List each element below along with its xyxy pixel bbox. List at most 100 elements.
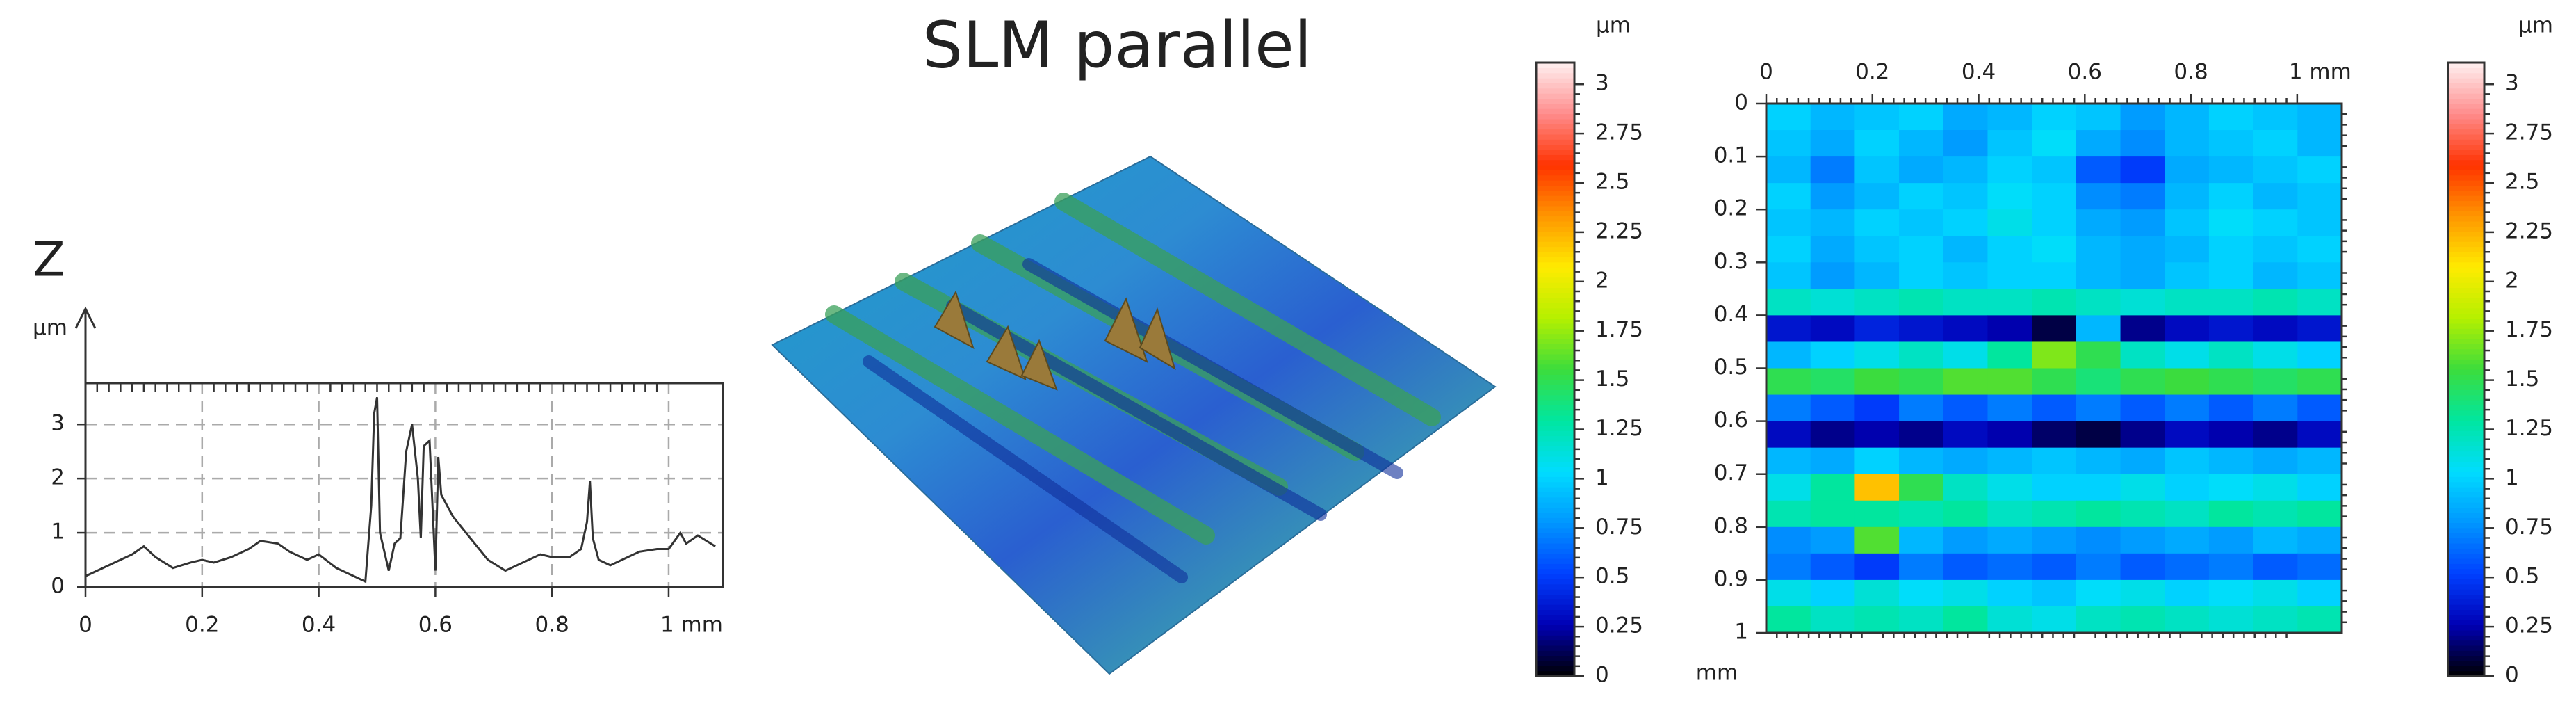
heatmap-cell xyxy=(2076,262,2121,289)
heatmap-cell xyxy=(1854,156,1900,184)
colorbar-tick-label: 1.75 xyxy=(1595,317,1643,342)
heatmap-cell xyxy=(2297,368,2342,396)
colorbar-swatch xyxy=(2448,103,2484,109)
colorbar-swatch xyxy=(1536,359,1574,365)
colorbar-swatch xyxy=(1536,261,1574,268)
colorbar-swatch xyxy=(2448,165,2484,170)
heatmap-cell xyxy=(1943,500,1989,528)
colorbar-swatch xyxy=(2448,492,2484,498)
colorbar-swatch xyxy=(2448,461,2484,467)
colorbar-swatch xyxy=(1536,476,1574,483)
x-tick-label: 0.2 xyxy=(185,613,219,638)
heatmap-cell xyxy=(2165,104,2210,131)
heatmap-cell xyxy=(1810,104,1855,131)
heatmap-cell xyxy=(1987,315,2032,343)
colorbar-swatch xyxy=(1536,134,1574,140)
colorbar-swatch xyxy=(2448,236,2484,242)
colorbar-swatch xyxy=(2448,195,2484,202)
colorbar-swatch xyxy=(2448,83,2484,89)
heatmap-cell xyxy=(1810,579,1855,607)
heatmap-cell xyxy=(2032,606,2077,634)
heatmap-cell xyxy=(2120,368,2165,396)
heatmap-cell xyxy=(1943,315,1989,343)
heatmap-cell xyxy=(1987,421,2032,449)
heatmap-cell xyxy=(1854,104,1900,131)
y-axis-label: Z xyxy=(33,233,65,288)
colorbar-swatch xyxy=(1536,108,1574,115)
heatmap-cell xyxy=(2120,447,2165,475)
heatmap-cell xyxy=(2076,341,2121,369)
heatmap-cell xyxy=(1854,606,1900,634)
colorbar-swatch xyxy=(2448,405,2484,411)
heatmap-cell xyxy=(1854,341,1900,369)
colorbar-swatch xyxy=(1536,333,1574,339)
heatmap-cell xyxy=(2208,341,2254,369)
heatmap-cell xyxy=(2253,104,2298,131)
colorbar-swatch xyxy=(2448,93,2484,99)
colorbar-swatch xyxy=(1536,379,1574,385)
heatmap-cell xyxy=(1810,289,1855,316)
colorbar-swatch xyxy=(2448,635,2484,641)
colorbar: 0 0.25 0.5 0.75 1 1.25 1.5 1.75 2 2.25 2.5 2.75 3 xyxy=(1535,61,1643,688)
colorbar-swatch xyxy=(1536,420,1574,426)
colorbar-swatch xyxy=(1536,88,1574,94)
colorbar-swatch xyxy=(2448,216,2484,222)
x-tick-label: 1 mm xyxy=(660,613,723,638)
colorbar-swatch xyxy=(1536,282,1574,288)
colorbar-swatch xyxy=(2448,614,2484,620)
colorbar-swatch xyxy=(1536,313,1574,319)
heatmap-cell xyxy=(1810,236,1855,263)
heatmap-cell xyxy=(1943,341,1989,369)
colorbar-swatch xyxy=(2448,620,2484,626)
colorbar-swatch xyxy=(2448,338,2484,344)
colorbar-swatch xyxy=(1536,461,1574,467)
heatmap-cell xyxy=(2297,262,2342,289)
colorbar-swatch xyxy=(1536,410,1574,416)
colorbar-swatch xyxy=(1536,640,1574,646)
heatmap-cell xyxy=(2297,315,2342,343)
heatmap-cell xyxy=(2208,606,2254,634)
colorbar-swatch xyxy=(1536,175,1574,181)
colorbar-swatch xyxy=(2448,476,2484,483)
heatmap-cell xyxy=(2165,183,2210,210)
heatmap-cell xyxy=(2032,474,2077,501)
y-tick-label: 0.9 xyxy=(1714,566,1748,591)
colorbar-swatch xyxy=(2448,369,2484,375)
heatmap-cell xyxy=(2165,236,2210,263)
heatmap-cell xyxy=(1899,474,1944,501)
colorbar-swatch xyxy=(2448,129,2484,135)
heatmap-cell xyxy=(2076,553,2121,581)
heatmap-cell xyxy=(2076,130,2121,157)
heatmap-cell xyxy=(1810,553,1855,581)
heatmap-cell xyxy=(1987,447,2032,475)
colorbar-swatch xyxy=(2448,655,2484,661)
colorbar-swatch xyxy=(2448,385,2484,390)
colorbar-swatch xyxy=(2448,303,2484,309)
heatmap-cell xyxy=(1943,526,1989,554)
heatmap-cell xyxy=(2297,474,2342,501)
heatmap-cell xyxy=(2208,236,2254,263)
colorbar-swatch xyxy=(1536,195,1574,202)
colorbar-swatch xyxy=(1536,614,1574,620)
colorbar-tick-label: 0.25 xyxy=(2505,613,2553,638)
heatmap-cell xyxy=(2120,236,2165,263)
colorbar-swatch xyxy=(2448,522,2484,529)
heatmap-cell xyxy=(1810,315,1855,343)
colorbar-swatch xyxy=(2448,440,2484,446)
colorbar-swatch xyxy=(1536,563,1574,570)
colorbar-swatch xyxy=(1536,139,1574,145)
heatmap-cell xyxy=(1987,579,2032,607)
heatmap-cell xyxy=(1854,474,1900,501)
colorbar-swatch xyxy=(2448,415,2484,421)
heatmap-cell xyxy=(1810,209,1855,236)
heatmap-cell xyxy=(2208,500,2254,528)
colorbar-swatch xyxy=(1536,98,1574,104)
colorbar-swatch xyxy=(2448,599,2484,605)
heatmap-cell xyxy=(1899,526,1944,554)
heatmap-cell xyxy=(2076,526,2121,554)
heatmap-cell xyxy=(2120,394,2165,422)
colorbar-swatch xyxy=(2448,497,2484,503)
colorbar-swatch xyxy=(1536,405,1574,411)
heatmap-cell xyxy=(2120,421,2165,449)
heatmap-cell xyxy=(1987,553,2032,581)
